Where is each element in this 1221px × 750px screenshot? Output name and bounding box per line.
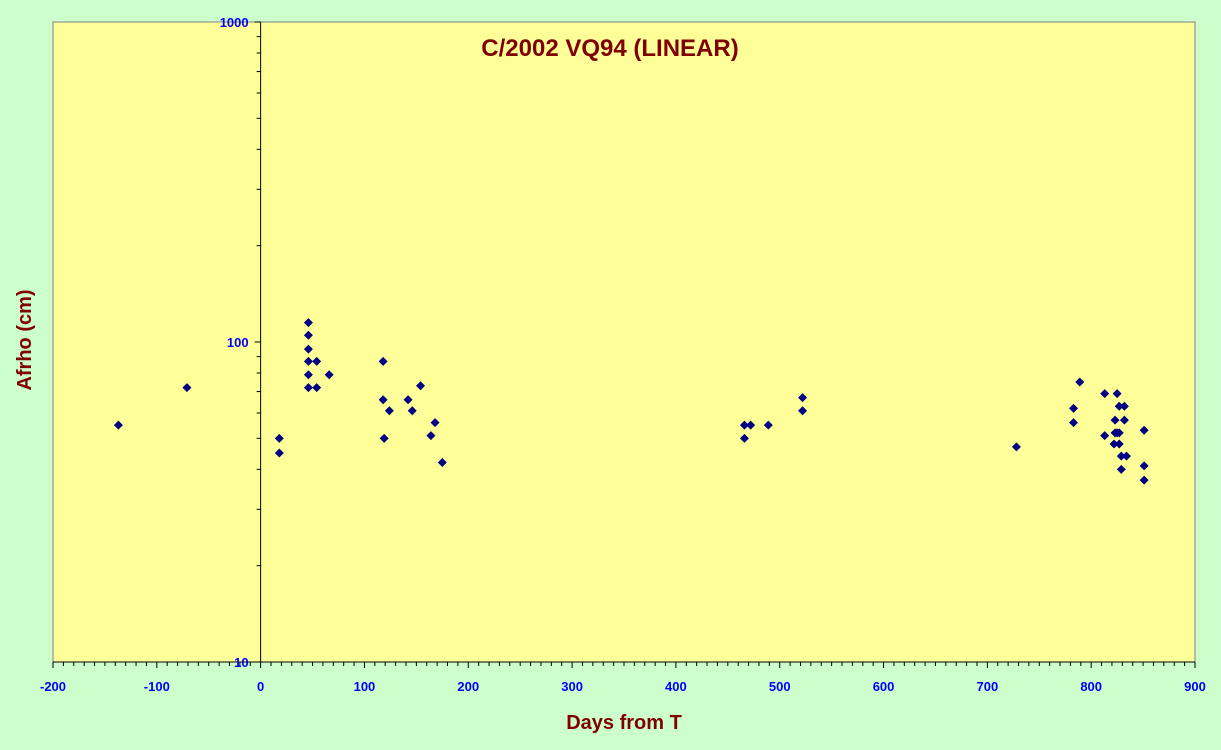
data-point: [1109, 439, 1119, 449]
data-point: [378, 356, 388, 366]
data-point: [407, 406, 417, 416]
data-point: [437, 458, 447, 468]
x-tick-label: 300: [561, 679, 583, 694]
x-tick-label: 200: [457, 679, 479, 694]
data-point: [303, 356, 313, 366]
x-tick-label: 400: [665, 679, 687, 694]
data-point: [1112, 389, 1122, 399]
data-point: [746, 420, 756, 430]
data-point: [1114, 428, 1124, 438]
data-point: [1069, 403, 1079, 413]
data-point: [416, 381, 426, 391]
data-point: [1119, 401, 1129, 411]
data-point: [312, 383, 322, 393]
data-point: [1139, 475, 1149, 485]
data-point: [426, 431, 436, 441]
data-point: [1121, 451, 1131, 461]
data-point: [303, 344, 313, 354]
data-point: [1139, 461, 1149, 471]
data-point: [1110, 415, 1120, 425]
x-tick-label: -100: [144, 679, 170, 694]
data-point: [303, 330, 313, 340]
data-points: [113, 318, 1149, 485]
data-point: [303, 370, 313, 380]
data-point: [182, 383, 192, 393]
data-point: [1069, 418, 1079, 428]
data-point: [1139, 425, 1149, 435]
data-point: [312, 356, 322, 366]
data-point: [303, 318, 313, 328]
x-tick-label: 0: [257, 679, 264, 694]
data-point: [274, 433, 284, 443]
data-point: [403, 395, 413, 405]
data-point: [1119, 415, 1129, 425]
x-tick-label: 500: [769, 679, 791, 694]
x-axis-title: Days from T: [566, 712, 682, 734]
chart-title: C/2002 VQ94 (LINEAR): [481, 35, 738, 62]
data-point: [1075, 377, 1085, 387]
tick-labels: -200 -100 0 100 200 300 400 500 600 700 800 900 10 10…: [40, 15, 1206, 694]
y-tick-label: 100: [227, 335, 249, 350]
x-tick-label: 600: [873, 679, 895, 694]
data-point: [1116, 451, 1126, 461]
x-tick-label: 800: [1080, 679, 1102, 694]
data-point: [1114, 401, 1124, 411]
data-point: [798, 406, 808, 416]
data-point: [739, 420, 749, 430]
data-point: [1100, 431, 1110, 441]
y-tick-label: 1000: [220, 15, 249, 30]
axes: [52, 21, 1196, 668]
x-tick-label: 700: [977, 679, 999, 694]
data-point: [324, 370, 334, 380]
data-point: [739, 433, 749, 443]
x-tick-label: 900: [1184, 679, 1206, 694]
data-point: [303, 383, 313, 393]
x-tick-label: -200: [40, 679, 66, 694]
data-point: [379, 433, 389, 443]
data-point: [378, 395, 388, 405]
y-tick-label: 10: [234, 655, 248, 670]
data-point: [384, 406, 394, 416]
data-point: [798, 393, 808, 403]
data-point: [1116, 464, 1126, 474]
y-axis-title: Afrho (cm): [14, 289, 36, 390]
data-point: [430, 418, 440, 428]
data-point: [1011, 442, 1021, 452]
data-point: [274, 448, 284, 458]
plot-area: [52, 21, 1196, 663]
data-point: [1114, 439, 1124, 449]
x-tick-label: 100: [354, 679, 376, 694]
data-point: [1100, 389, 1110, 399]
data-point: [113, 420, 123, 430]
data-point: [763, 420, 773, 430]
